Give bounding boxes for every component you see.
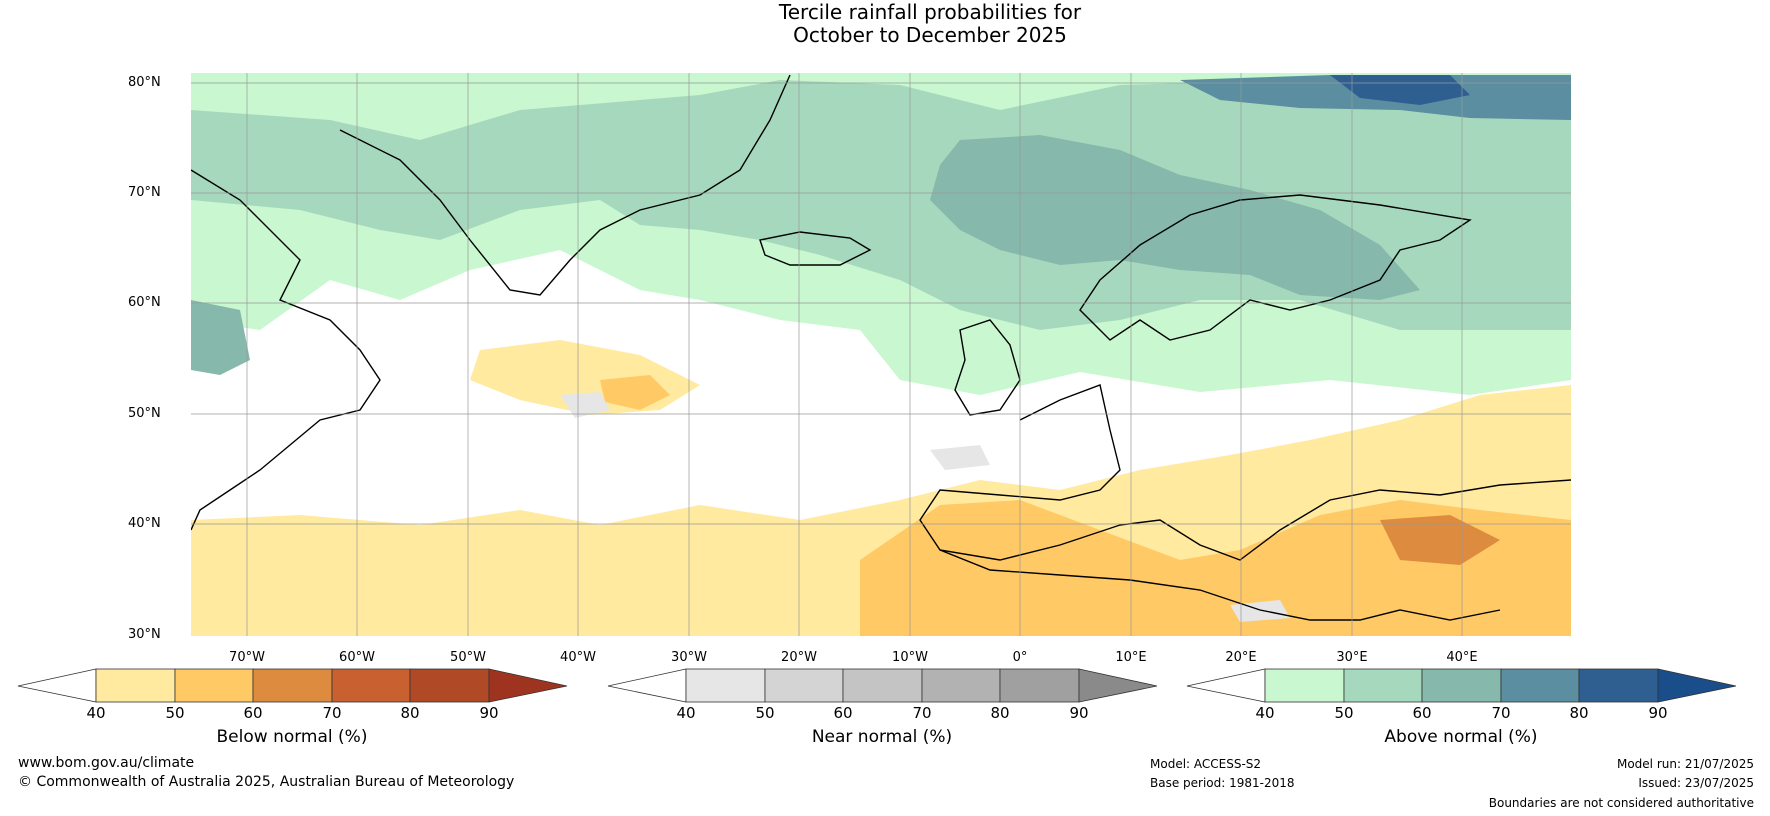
lat-label: 50°N [128, 406, 161, 421]
colorbar-tick: 80 [1569, 704, 1589, 722]
colorbar-tick: 50 [755, 704, 775, 722]
colorbar-tick: 90 [1069, 704, 1089, 722]
colorbar-title-above-normal: Above normal (%) [1384, 727, 1538, 747]
colorbar-band [331, 668, 411, 703]
lat-label: 40°N [128, 516, 161, 531]
coastline-north-africa [939, 549, 1501, 621]
graticule [191, 73, 1571, 636]
near-normal-patch [930, 445, 990, 470]
colorbar-tick: 40 [676, 704, 696, 722]
colorbar-tick: 50 [165, 704, 185, 722]
disclaimer-text: Boundaries are not considered authoritat… [1488, 796, 1754, 810]
lon-label: 0° [1012, 650, 1028, 665]
colorbar-title-below-normal: Below normal (%) [216, 727, 368, 747]
colorbar-lower-extension [17, 668, 97, 703]
colorbar-band [1421, 668, 1502, 703]
lon-label: 40°W [560, 650, 596, 665]
colorbar-tick: 80 [990, 704, 1010, 722]
colorbar-band [1578, 668, 1659, 703]
coastline-british-isles [954, 319, 1021, 416]
colorbar-tick: 40 [86, 704, 106, 722]
coastline-europe [919, 384, 1571, 561]
colorbar-tick: 50 [1334, 704, 1354, 722]
map-title-line-2: October to December 2025 [793, 23, 1067, 47]
colorbar-upper-extension [1078, 668, 1158, 703]
base-period-text: Base period: 1981-2018 [1150, 776, 1295, 790]
colorbar-band [764, 668, 844, 703]
colorbar-tick: 90 [1648, 704, 1668, 722]
colorbar-band [95, 668, 176, 703]
above-normal-60-region [930, 135, 1420, 300]
model-run-text: Model run: 21/07/2025 [1616, 757, 1754, 771]
colorbar-tick: 70 [1491, 704, 1511, 722]
colorbar-band [252, 668, 333, 703]
colorbar-above-normal [1186, 668, 1737, 703]
colorbar-near-normal [607, 668, 1158, 703]
map-field [191, 73, 1571, 636]
lon-label: 40°E [1446, 650, 1478, 665]
colorbar-band [1264, 668, 1345, 703]
colorbar-lower-extension [607, 668, 687, 703]
colorbar-title-near-normal: Near normal (%) [811, 727, 953, 747]
colorbar-tick: 70 [912, 704, 932, 722]
lon-label: 10°W [892, 650, 928, 665]
coastline-iceland [759, 231, 872, 266]
lat-label: 70°N [128, 185, 161, 200]
colorbar-below-normal [17, 668, 568, 703]
colorbar-band [409, 668, 490, 703]
lat-label: 60°N [128, 295, 161, 310]
colorbar-band [999, 668, 1080, 703]
lon-label: 70°W [229, 650, 265, 665]
colorbar-band [1500, 668, 1580, 703]
colorbar-band [174, 668, 254, 703]
above-normal-80-region [1330, 75, 1470, 105]
lat-label: 80°N [128, 75, 161, 90]
colorbar-tick: 80 [400, 704, 420, 722]
copyright-text: © Commonwealth of Australia 2025, Austra… [18, 774, 515, 790]
coastline-scandinavia [1079, 194, 1472, 341]
colorbar-band [842, 668, 923, 703]
lon-label: 30°W [671, 650, 707, 665]
colorbar-band [921, 668, 1001, 703]
colorbar-tick: 60 [1412, 704, 1432, 722]
near-normal-patch [560, 392, 610, 418]
lon-label: 60°W [339, 650, 375, 665]
colorbar-upper-extension [1657, 668, 1737, 703]
issued-text: Issued: 23/07/2025 [1638, 776, 1754, 790]
lat-label: 30°N [128, 627, 161, 642]
model-text: Model: ACCESS-S2 [1150, 757, 1262, 771]
colorbar-tick: 40 [1255, 704, 1275, 722]
coastline-greenland [339, 74, 791, 296]
colorbar-band [685, 668, 766, 703]
colorbar-band [1343, 668, 1423, 703]
lon-label: 50°W [450, 650, 486, 665]
lon-label: 20°W [781, 650, 817, 665]
colorbar-lower-extension [1186, 668, 1266, 703]
colorbar-upper-extension [488, 668, 568, 703]
colorbar-tick: 60 [833, 704, 853, 722]
below-normal-70-region [1380, 515, 1500, 565]
map-title-line-1: Tercile rainfall probabilities for [778, 0, 1082, 24]
colorbar-tick: 60 [243, 704, 263, 722]
below-normal-patch [600, 375, 670, 410]
above-normal-west-region [191, 300, 250, 375]
lon-label: 30°E [1336, 650, 1368, 665]
colorbar-tick: 70 [322, 704, 342, 722]
lon-label: 10°E [1115, 650, 1147, 665]
website-link[interactable]: www.bom.gov.au/climate [18, 755, 195, 771]
coastline-north-america [191, 169, 381, 531]
colorbar-tick: 90 [479, 704, 499, 722]
lon-label: 20°E [1225, 650, 1257, 665]
